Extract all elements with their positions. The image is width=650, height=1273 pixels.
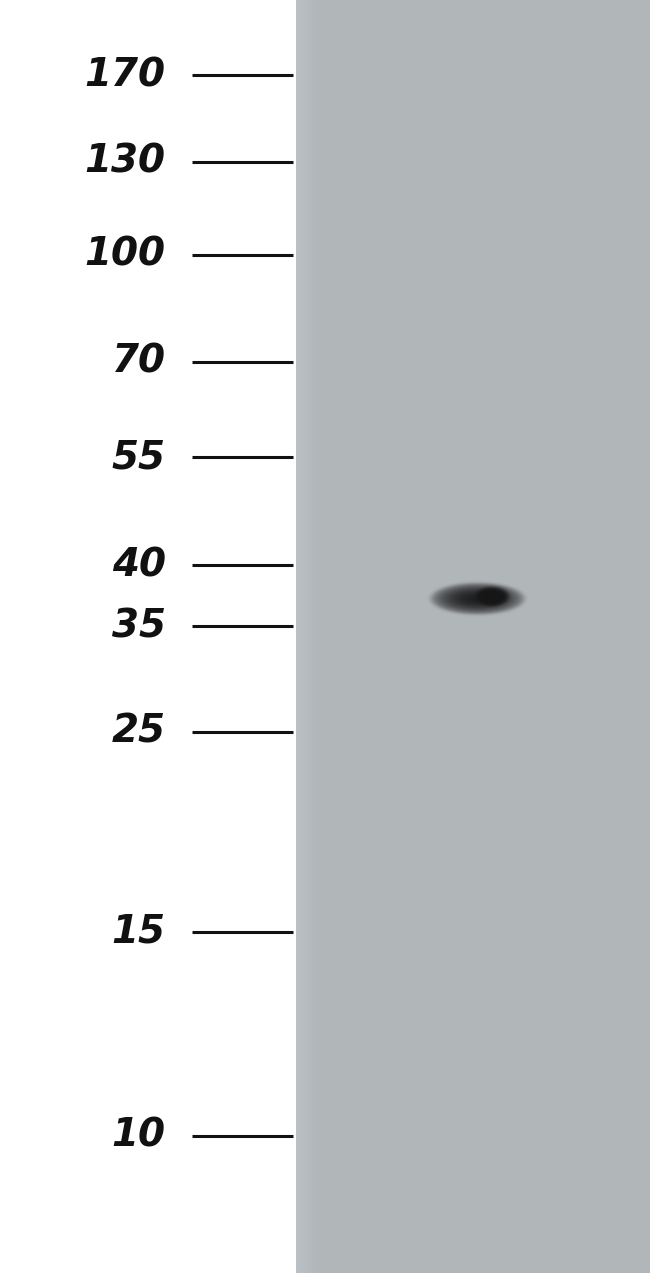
Text: 130: 130	[84, 143, 166, 181]
Text: 70: 70	[112, 342, 166, 381]
Text: 25: 25	[112, 713, 166, 751]
Text: 15: 15	[112, 913, 166, 951]
Text: 10: 10	[112, 1116, 166, 1155]
Text: 170: 170	[84, 56, 166, 94]
Text: 100: 100	[84, 236, 166, 274]
Text: 55: 55	[112, 438, 166, 476]
Text: 35: 35	[112, 607, 166, 645]
Text: 40: 40	[112, 546, 166, 584]
